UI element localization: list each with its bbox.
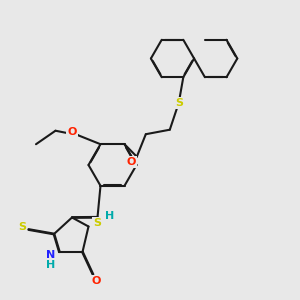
Text: O: O [67,127,77,137]
Text: S: S [18,222,26,232]
Text: O: O [127,157,136,167]
Text: S: S [175,98,183,108]
Text: H: H [106,211,115,221]
Text: O: O [91,276,101,286]
Text: S: S [93,218,101,228]
Text: N: N [46,250,56,260]
Text: H: H [46,260,56,270]
